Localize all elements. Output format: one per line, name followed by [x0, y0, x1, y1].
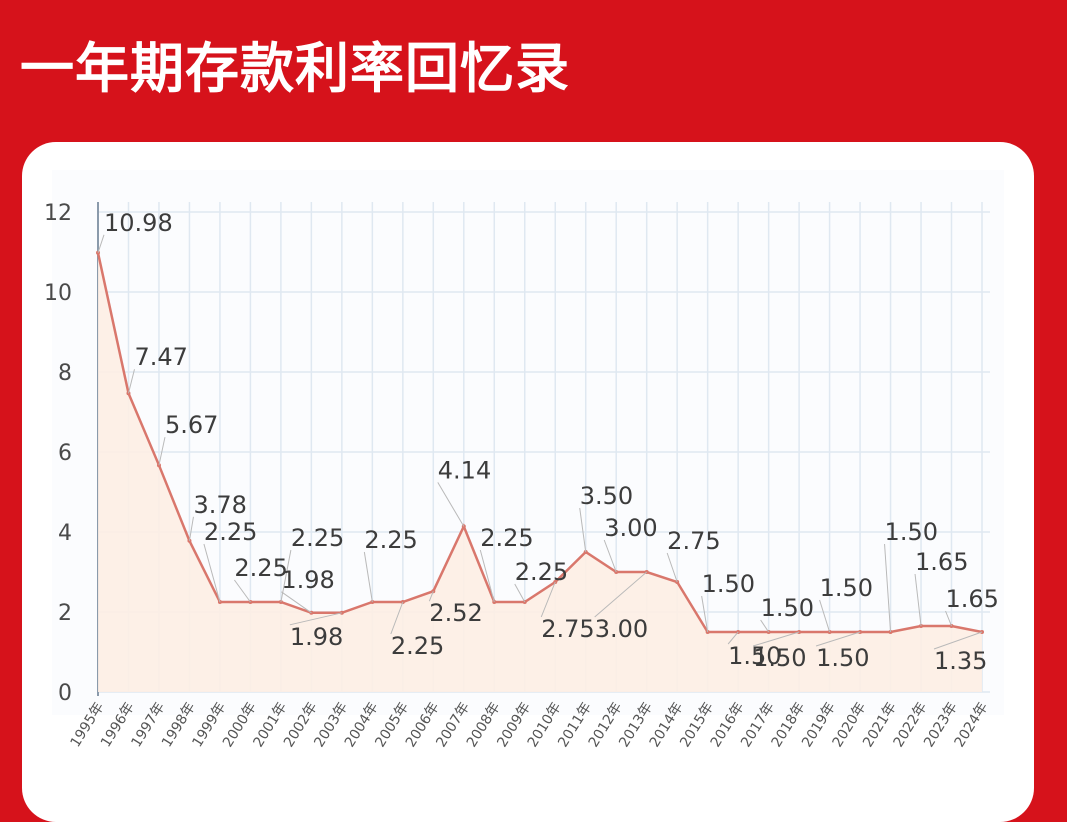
- data-label: 1.50: [761, 594, 814, 622]
- page-title: 一年期存款利率回忆录: [20, 37, 570, 100]
- label-leader-line: [540, 581, 556, 618]
- label-leader-line: [884, 543, 892, 633]
- data-label: 2.75: [667, 527, 720, 555]
- data-label: 10.98: [104, 209, 173, 237]
- data-label: 3.50: [580, 482, 633, 510]
- label-leader-line: [363, 551, 373, 603]
- data-label: 1.50: [885, 518, 938, 546]
- y-tick-label: 2: [58, 601, 72, 626]
- data-label: 3.00: [604, 514, 657, 542]
- y-tick-label: 12: [44, 201, 72, 226]
- data-label: 4.14: [438, 456, 491, 484]
- data-label: 1.50: [816, 644, 869, 672]
- data-label: 1.50: [728, 642, 781, 670]
- data-label: 1.50: [702, 570, 755, 598]
- data-label: 2.25: [204, 518, 257, 546]
- label-leader-line: [914, 573, 922, 627]
- label-leader-line: [234, 579, 251, 603]
- label-leader-line: [760, 619, 770, 633]
- label-leader-line: [727, 631, 739, 645]
- label-leader-line: [514, 583, 526, 603]
- data-label: 2.75: [541, 615, 594, 643]
- data-label: 2.25: [234, 554, 287, 582]
- label-leader-line: [933, 631, 983, 650]
- data-label: 1.35: [934, 647, 987, 675]
- label-leader-line: [819, 599, 831, 633]
- label-leader-line: [158, 437, 166, 466]
- data-label: 1.65: [946, 585, 999, 613]
- series-line: [96, 252, 983, 634]
- label-leader-line: [281, 591, 312, 614]
- label-leader-line: [390, 601, 404, 635]
- data-label: 2.52: [429, 599, 482, 627]
- label-leader-line: [203, 543, 221, 603]
- label-leader-line: [428, 591, 434, 602]
- label-leader-line: [437, 482, 465, 527]
- label-leader-line: [815, 631, 861, 647]
- data-point: [126, 391, 131, 396]
- chart-card: 0 2 4 6 8 10 12 10.98 7.47 5.67 3.78 2.25 2.25 2.25 1.…: [22, 142, 1034, 822]
- data-label: 1.65: [915, 548, 968, 576]
- area-fill: [98, 252, 982, 693]
- y-tick-label: 0: [58, 681, 72, 706]
- data-label: 2.25: [364, 526, 417, 554]
- data-label: 2.25: [391, 632, 444, 660]
- label-leader-line: [752, 631, 800, 647]
- data-label: 3.00: [595, 615, 648, 643]
- label-leader-line: [945, 610, 952, 627]
- label-leader-line: [594, 571, 648, 618]
- data-label: 2.25: [515, 558, 568, 586]
- label-leader-line: [127, 369, 135, 394]
- y-tick-label: 6: [58, 441, 72, 466]
- label-leader-line: [666, 552, 678, 583]
- data-label: 1.50: [820, 574, 873, 602]
- y-tick-label: 4: [58, 521, 72, 546]
- label-leader-line: [188, 516, 194, 541]
- y-tick-label: 10: [44, 281, 72, 306]
- data-label: 2.25: [480, 524, 533, 552]
- label-leader-line: [603, 539, 617, 573]
- data-label: 5.67: [165, 411, 218, 439]
- label-leader-line: [97, 234, 105, 253]
- label-leader-line: [479, 549, 495, 603]
- data-label: 1.98: [281, 566, 334, 594]
- label-leader-line: [289, 612, 342, 626]
- data-label: 1.50: [753, 644, 806, 672]
- data-label: 3.78: [193, 491, 246, 519]
- y-tick-label: 8: [58, 361, 72, 386]
- data-label: 2.25: [291, 524, 344, 552]
- data-label: 7.47: [134, 343, 187, 371]
- label-leader-line: [280, 549, 292, 603]
- label-leader-line: [701, 595, 709, 633]
- label-leader-line: [579, 507, 587, 553]
- data-label: 1.98: [290, 623, 343, 651]
